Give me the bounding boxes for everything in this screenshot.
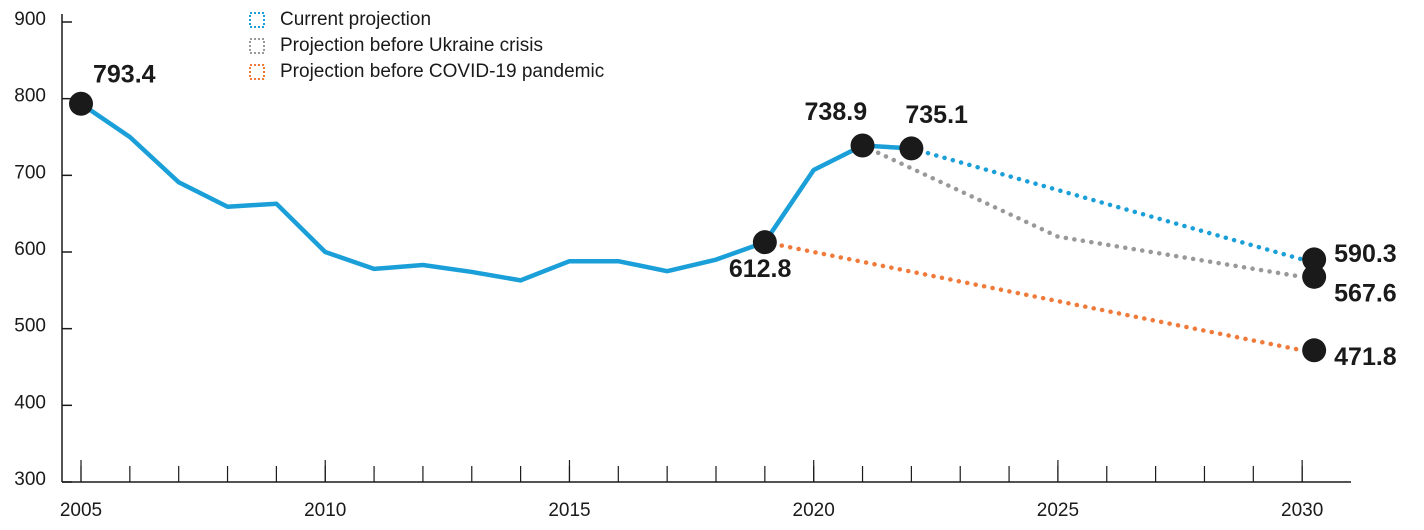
data-point bbox=[1302, 338, 1327, 363]
data-label: 471.8 bbox=[1334, 343, 1397, 371]
x-tick-label: 2010 bbox=[304, 500, 346, 521]
y-tick-label: 400 bbox=[14, 392, 46, 413]
legend-label: Current projection bbox=[280, 9, 431, 30]
legend-label: Projection before Ukraine crisis bbox=[280, 35, 543, 56]
data-label: 590.3 bbox=[1334, 240, 1397, 268]
data-point bbox=[1302, 247, 1327, 272]
projection-line bbox=[860, 143, 1305, 280]
x-tick-label: 2025 bbox=[1037, 500, 1079, 521]
projection-line bbox=[909, 146, 1305, 262]
legend-swatch bbox=[249, 64, 265, 80]
data-label: 793.4 bbox=[93, 60, 156, 88]
data-label: 735.1 bbox=[905, 101, 968, 129]
legend-label: Projection before COVID-19 pandemic bbox=[280, 61, 604, 82]
data-point bbox=[752, 230, 777, 255]
x-tick-label: 2020 bbox=[793, 500, 835, 521]
data-point bbox=[899, 136, 924, 161]
y-tick-label: 500 bbox=[14, 316, 46, 337]
x-tick-label: 2030 bbox=[1281, 500, 1323, 521]
y-tick-label: 900 bbox=[14, 9, 46, 30]
history-line bbox=[78, 101, 914, 283]
y-tick-label: 300 bbox=[14, 469, 46, 490]
x-tick-label: 2005 bbox=[60, 500, 102, 521]
projection-line bbox=[762, 239, 1305, 353]
data-label: 738.9 bbox=[805, 98, 868, 126]
x-tick-label: 2015 bbox=[548, 500, 590, 521]
data-label: 567.6 bbox=[1334, 279, 1397, 307]
data-point bbox=[1302, 264, 1327, 289]
data-label: 612.8 bbox=[729, 255, 792, 283]
data-point bbox=[69, 91, 93, 116]
y-tick-label: 800 bbox=[14, 86, 46, 107]
legend-swatch bbox=[249, 12, 265, 28]
y-tick-label: 700 bbox=[14, 162, 46, 183]
data-point bbox=[850, 133, 875, 158]
y-tick-label: 600 bbox=[14, 239, 46, 260]
legend-swatch bbox=[249, 38, 265, 54]
